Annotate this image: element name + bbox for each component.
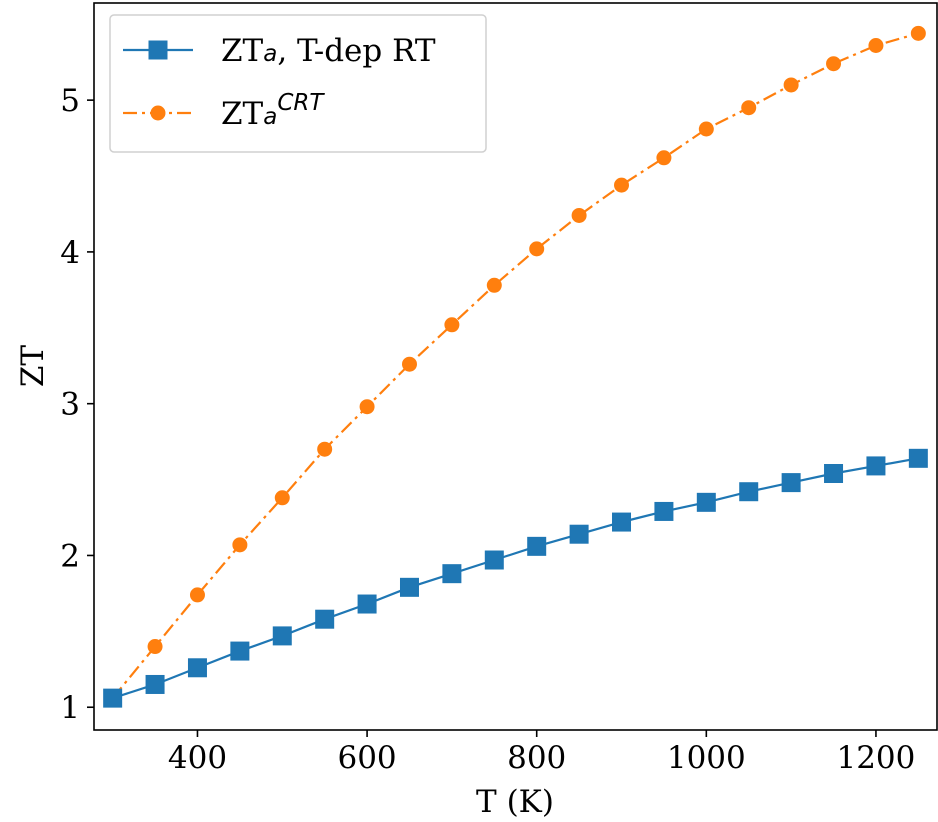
legend-label: ZTa, T-dep RT [221,33,436,69]
y-tick-label: 4 [60,235,80,271]
data-point [272,626,292,646]
data-point [274,490,290,506]
x-axis: 400 600 800 1000 1200 [168,730,915,776]
y-axis: 1 2 3 4 5 [60,83,94,726]
data-point [317,441,333,457]
data-point [103,688,123,708]
data-point [444,317,460,333]
legend-item-2: ZTaCRT [123,90,325,132]
data-point [866,456,886,476]
y-tick-label: 1 [60,690,80,726]
data-point [656,150,672,166]
data-point [612,512,632,532]
data-point [569,524,589,544]
x-tick-label: 800 [507,740,566,776]
plot-frame [93,2,938,731]
data-point [571,207,587,223]
data-point [696,492,716,512]
legend-box [109,14,487,153]
series-line [112,457,919,700]
series-2 [105,25,926,706]
data-point [484,550,504,570]
data-point [189,587,205,603]
x-tick-label: 600 [337,740,396,776]
data-point [826,56,842,72]
y-tick-label: 5 [60,83,80,119]
data-point [698,121,714,137]
legend-marker [148,40,168,60]
x-tick-label: 400 [168,740,227,776]
y-axis-label: ZT [15,345,51,388]
data-point [614,177,630,193]
data-point [232,537,248,553]
data-point [781,473,801,493]
legend-item-1: ZTa, T-dep RT [123,33,436,69]
data-point [527,536,547,556]
data-point [824,464,844,484]
data-point [315,609,335,629]
series-1 [103,448,928,708]
data-point [908,448,928,468]
data-point [145,674,165,694]
data-point [910,25,926,41]
plot-series [103,25,928,708]
data-point [741,100,757,116]
series-line [111,32,919,699]
legend-marker [150,105,166,121]
data-point [187,658,207,678]
data-point [230,641,250,661]
legend-label: ZTaCRT [221,90,325,132]
data-point [357,594,377,614]
x-tick-label: 1200 [836,740,915,776]
data-point [401,356,417,372]
data-point [868,37,884,53]
data-point [147,639,163,655]
y-tick-label: 3 [60,387,80,423]
data-point [654,501,674,521]
y-tick-label: 2 [60,538,80,574]
data-point [529,241,545,257]
data-point [783,77,799,93]
legend: ZTa, T-dep RT ZTaCRT [109,14,487,153]
data-point [399,577,419,597]
x-axis-label: T (K) [476,784,554,820]
data-point [359,399,375,415]
data-point [442,564,462,584]
x-tick-label: 1000 [667,740,746,776]
data-point [486,277,502,293]
data-point [739,482,759,502]
